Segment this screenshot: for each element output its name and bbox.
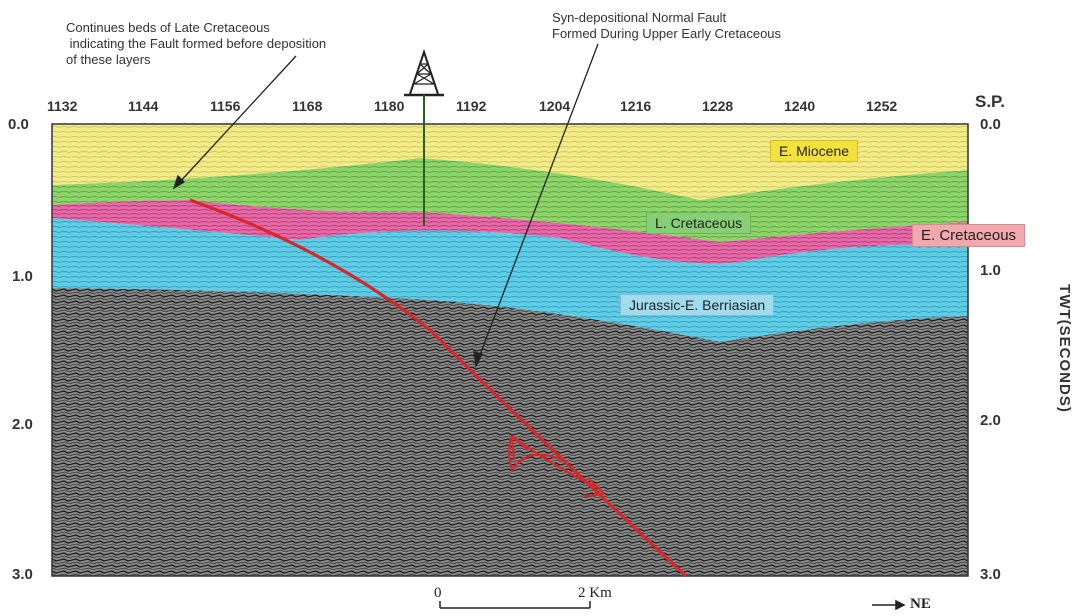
early-cretaceous-layer — [52, 200, 968, 264]
fault-line — [189, 198, 688, 578]
shotpoint-title: S.P. — [975, 92, 1005, 111]
shotpoint-label: 1240 — [784, 98, 816, 114]
twt-left-2: 2.0 — [12, 416, 33, 433]
shotpoint-label: 1180 — [374, 98, 405, 114]
jurassic-label: Jurassic-E. Berriasian — [620, 294, 775, 316]
shotpoint-label: 1168 — [292, 98, 323, 114]
seismic-basement — [52, 280, 968, 576]
shotpoint-label: 1252 — [866, 98, 898, 114]
miocene-layer — [52, 124, 968, 200]
shotpoint-label: 1228 — [702, 98, 734, 114]
twt-left-1: 1.0 — [12, 268, 33, 285]
twt-left-0: 0.0 — [8, 116, 29, 133]
shotpoint-label: 1192 — [456, 98, 487, 114]
shotpoint-label: 1132 — [47, 98, 78, 114]
late-cretaceous-label: L. Cretaceous — [646, 212, 752, 234]
drill-rig-icon — [404, 48, 444, 226]
twt-right-3: 3.0 — [980, 566, 1001, 583]
left-annotation: Continues beds of Late Cretaceous indica… — [66, 20, 327, 67]
shotpoint-label: 1156 — [210, 98, 241, 114]
shotpoint-label: 1216 — [620, 98, 652, 114]
shotpoint-label: 1144 — [128, 98, 159, 114]
early-cretaceous-label: E. Cretaceous — [912, 224, 1026, 247]
twt-left-3: 3.0 — [12, 566, 33, 583]
shotpoint-label: 1204 — [539, 98, 571, 114]
scale-bar — [439, 601, 591, 609]
twt-right-2: 2.0 — [980, 412, 1001, 429]
right-annotation: Syn-depositional Normal Fault Formed Dur… — [552, 10, 782, 41]
fault-motion-arrows — [507, 435, 605, 498]
twt-right-1: 1.0 — [980, 262, 1001, 279]
direction-arrow-icon — [872, 599, 906, 611]
section-frame — [51, 123, 969, 577]
direction-label: NE — [910, 596, 931, 612]
miocene-label: E. Miocene — [770, 140, 859, 162]
scale-end: 2 Km — [578, 585, 612, 601]
annotation-arrows — [172, 43, 599, 369]
twt-right-0: 0.0 — [980, 116, 1001, 133]
scale-start: 0 — [434, 585, 442, 601]
